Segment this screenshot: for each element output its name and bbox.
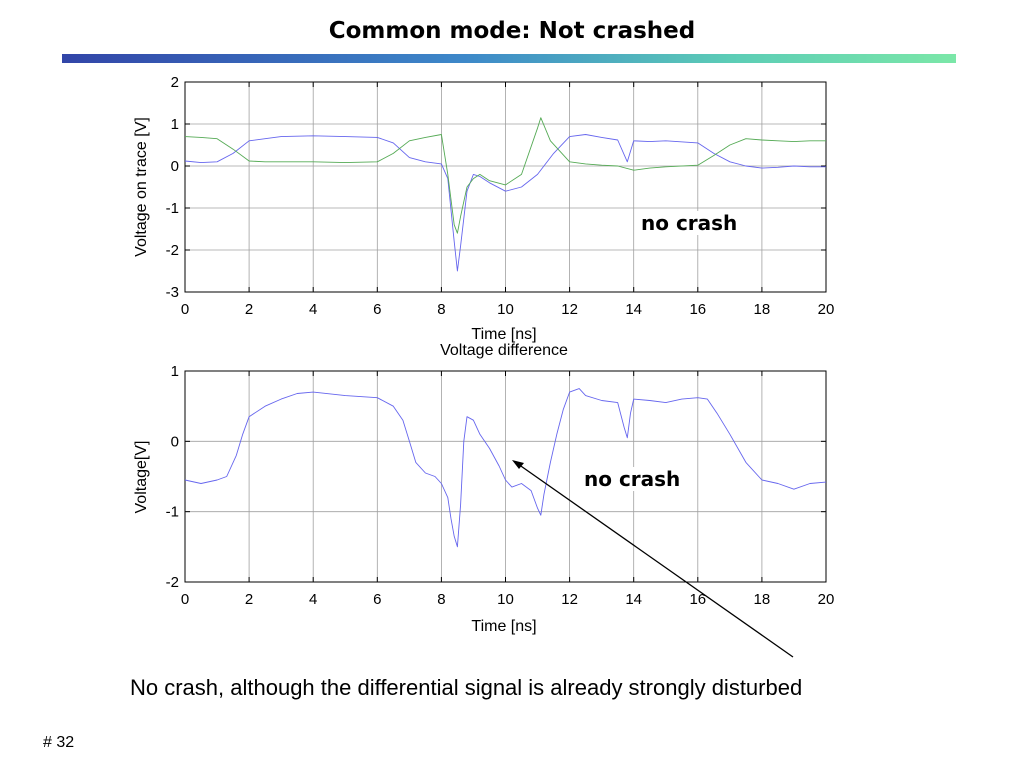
annotation-no-crash-top: no crash — [639, 211, 740, 235]
y-tick-label: -2 — [166, 242, 179, 259]
y-tick-label: -2 — [166, 574, 179, 591]
x-tick-label: 12 — [561, 591, 578, 608]
series-line-1 — [184, 134, 826, 272]
arrow-head — [512, 460, 524, 469]
x-tick-label: 12 — [561, 301, 578, 318]
x-tick-label: 10 — [497, 301, 514, 318]
title-gradient-bar — [62, 54, 956, 63]
annotation-no-crash-bottom: no crash — [582, 467, 683, 491]
x-axis-label-2: Time [ns] — [471, 618, 536, 635]
x-tick-label: 6 — [373, 301, 381, 318]
annotation-arrow — [512, 460, 794, 658]
x-tick-label: 18 — [754, 591, 771, 608]
y-tick-label: 1 — [171, 116, 179, 133]
x-tick-label: 20 — [818, 301, 835, 318]
x-tick-label: 6 — [373, 591, 381, 608]
arrow-line — [517, 463, 794, 658]
x-tick-label: 14 — [625, 591, 642, 608]
slide-number: # 32 — [43, 734, 75, 751]
series-line-1 — [184, 388, 827, 548]
x-tick-label: 0 — [181, 301, 189, 318]
y-tick-label: 1 — [171, 363, 179, 380]
x-tick-label: 8 — [437, 591, 445, 608]
x-axis-label-1: Time [ns] — [471, 326, 536, 343]
x-tick-label: 16 — [689, 591, 706, 608]
x-tick-label: 18 — [754, 301, 771, 318]
x-tick-label: 2 — [245, 591, 253, 608]
y-tick-label: 2 — [171, 74, 179, 91]
x-tick-label: 16 — [689, 301, 706, 318]
chart-title-2: Voltage difference — [440, 342, 568, 359]
x-tick-label: 8 — [437, 301, 445, 318]
y-tick-label: -3 — [166, 284, 179, 301]
x-tick-label: 0 — [181, 591, 189, 608]
x-tick-label: 14 — [625, 301, 642, 318]
slide-title: Common mode: Not crashed — [328, 18, 696, 44]
slide-caption: No crash, although the differential sign… — [130, 675, 803, 700]
x-tick-label: 20 — [818, 591, 835, 608]
y-tick-label: -1 — [166, 200, 179, 217]
x-tick-label: 2 — [245, 301, 253, 318]
y-axis-label-1: Voltage on trace [V] — [133, 117, 150, 257]
y-axis-label-2: Voltage[V] — [133, 441, 150, 514]
y-tick-label: -1 — [166, 504, 179, 521]
x-tick-label: 4 — [309, 301, 317, 318]
y-tick-label: 0 — [171, 433, 179, 450]
x-tick-label: 4 — [309, 591, 317, 608]
y-tick-label: 0 — [171, 158, 179, 175]
series-line-2 — [184, 117, 826, 234]
x-tick-label: 10 — [497, 591, 514, 608]
